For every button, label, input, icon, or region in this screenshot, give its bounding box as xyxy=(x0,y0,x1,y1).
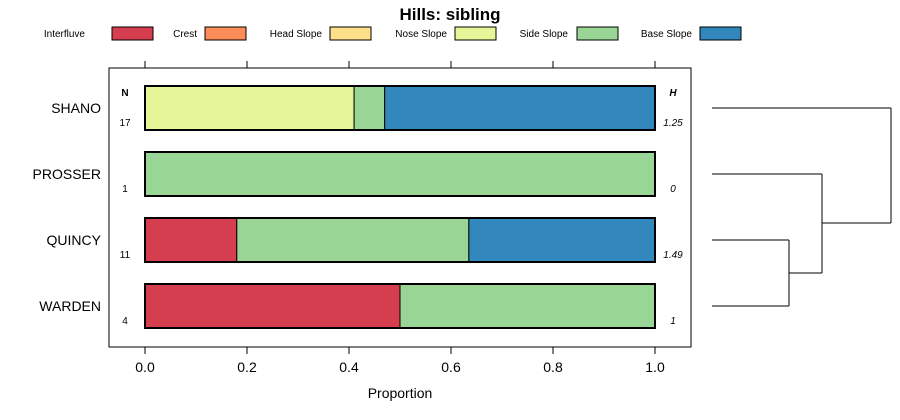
legend-label-interfluve: Interfluve xyxy=(44,29,86,40)
row-annotations: 17 1.25 1 0 11 1.49 4 1 xyxy=(119,118,683,327)
h-value-quincy: 1.49 xyxy=(663,250,683,261)
x-tick-label: 0.8 xyxy=(543,359,563,375)
h-value-shano: 1.25 xyxy=(663,118,683,129)
category-label-quincy: QUINCY xyxy=(47,232,102,248)
bar-segment-warden-interfluve xyxy=(144,283,401,329)
legend-label-nose-slope: Nose Slope xyxy=(395,29,447,40)
legend-swatch-head-slope xyxy=(329,26,372,41)
bar-segment-shano-side-slope xyxy=(353,85,386,131)
legend-label-side-slope: Side Slope xyxy=(520,29,569,40)
x-tick-label: 0.6 xyxy=(441,359,461,375)
legend-swatch-crest xyxy=(204,26,247,41)
x-axis-label: Proportion xyxy=(368,385,433,401)
category-labels: SHANO PROSSER QUINCY WARDEN xyxy=(33,100,102,314)
x-tick-label: 1.0 xyxy=(645,359,665,375)
x-axis: 0.0 0.2 0.4 0.6 0.8 1.0 xyxy=(135,347,665,375)
n-value-shano: 17 xyxy=(119,118,131,129)
h-column-header: H xyxy=(669,88,677,99)
bar-outline-shano xyxy=(144,85,656,131)
plot-frame xyxy=(108,67,692,348)
bar-segment-quincy-base-slope xyxy=(468,217,656,263)
bar-segment-shano-base-slope xyxy=(384,85,656,131)
legend-label-crest: Crest xyxy=(173,29,197,40)
chart-title: Hills: sibling xyxy=(399,5,500,24)
n-value-warden: 4 xyxy=(122,316,128,327)
legend-swatch-base-slope xyxy=(699,26,742,41)
x-tick-label: 0.2 xyxy=(237,359,257,375)
top-axis xyxy=(144,61,656,68)
bar-segment-quincy-interfluve xyxy=(144,217,238,263)
bar-segment-prosser-side-slope xyxy=(144,151,656,197)
h-value-prosser: 0 xyxy=(670,184,676,195)
bar-segment-shano-nose-slope xyxy=(144,85,355,131)
category-label-shano: SHANO xyxy=(51,100,101,116)
category-label-prosser: PROSSER xyxy=(33,166,101,182)
legend: Interfluve Crest Head Slope Nose Slope Side … xyxy=(44,26,742,41)
bars xyxy=(144,85,656,329)
h-value-warden: 1 xyxy=(670,316,676,327)
bar-outline-warden xyxy=(144,283,656,329)
legend-swatch-nose-slope xyxy=(454,26,497,41)
bar-outline-prosser xyxy=(144,151,656,197)
dendrogram xyxy=(712,107,892,307)
category-label-warden: WARDEN xyxy=(39,298,101,314)
legend-label-base-slope: Base Slope xyxy=(641,29,693,40)
n-column-header: N xyxy=(121,88,128,99)
x-tick-label: 0.0 xyxy=(135,359,155,375)
bar-outline-quincy xyxy=(144,217,656,263)
legend-swatch-interfluve xyxy=(111,26,154,41)
legend-swatch-side-slope xyxy=(576,26,619,41)
bar-segment-quincy-side-slope xyxy=(236,217,470,263)
bar-segment-warden-side-slope xyxy=(399,283,656,329)
n-value-quincy: 11 xyxy=(120,250,131,261)
legend-label-head-slope: Head Slope xyxy=(270,29,323,40)
x-tick-label: 0.4 xyxy=(339,359,359,375)
n-value-prosser: 1 xyxy=(122,184,128,195)
